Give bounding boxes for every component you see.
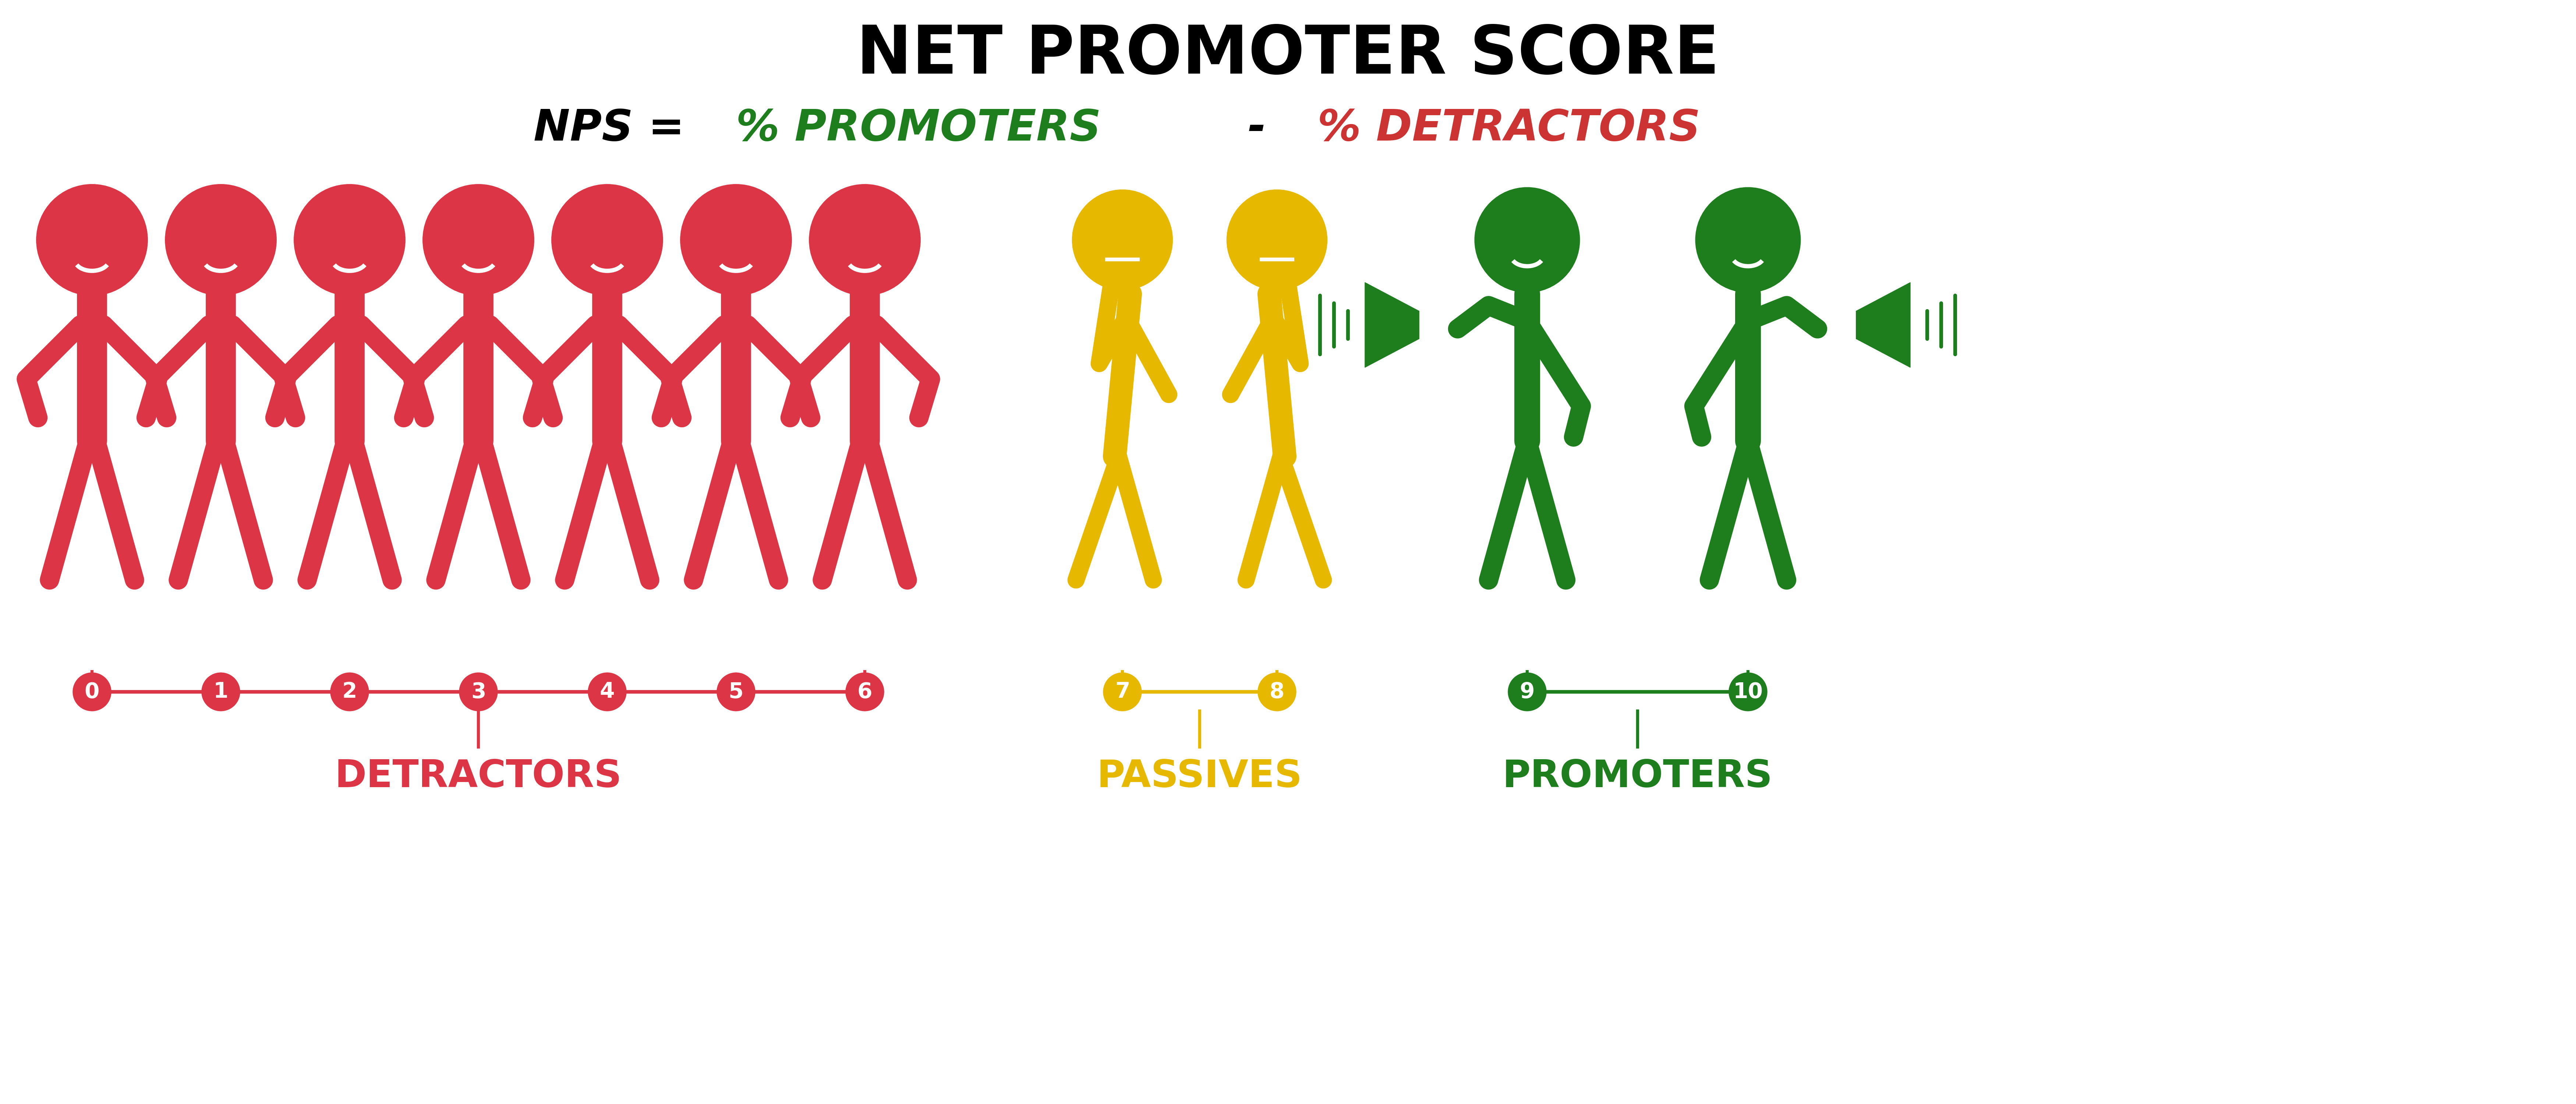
Text: 9: 9 — [1520, 681, 1535, 702]
Circle shape — [680, 184, 791, 296]
Circle shape — [1507, 672, 1546, 711]
Circle shape — [422, 184, 533, 296]
Circle shape — [809, 184, 920, 296]
Text: NPS =: NPS = — [533, 108, 701, 150]
Circle shape — [1226, 190, 1327, 290]
Text: 4: 4 — [600, 681, 616, 702]
Circle shape — [716, 672, 755, 711]
Text: 8: 8 — [1270, 681, 1285, 702]
Text: 10: 10 — [1734, 681, 1762, 702]
Text: PROMOTERS: PROMOTERS — [1502, 758, 1772, 795]
Circle shape — [1103, 672, 1141, 711]
Polygon shape — [1365, 283, 1419, 368]
Text: 0: 0 — [85, 681, 100, 702]
Circle shape — [72, 672, 111, 711]
Circle shape — [36, 184, 147, 296]
Text: -: - — [1234, 108, 1280, 150]
Text: 2: 2 — [343, 681, 358, 702]
Text: 7: 7 — [1115, 681, 1131, 702]
Text: 6: 6 — [858, 681, 873, 702]
Circle shape — [1257, 672, 1296, 711]
Polygon shape — [1857, 308, 1880, 342]
Polygon shape — [1396, 308, 1419, 342]
Text: NET PROMOTER SCORE: NET PROMOTER SCORE — [855, 23, 1721, 87]
Text: DETRACTORS: DETRACTORS — [335, 758, 621, 795]
Circle shape — [1072, 190, 1172, 290]
Circle shape — [845, 672, 884, 711]
Circle shape — [587, 672, 626, 711]
Text: 5: 5 — [729, 681, 744, 702]
Circle shape — [551, 184, 662, 296]
Text: 3: 3 — [471, 681, 487, 702]
Circle shape — [1473, 188, 1579, 293]
Circle shape — [1728, 672, 1767, 711]
Text: PASSIVES: PASSIVES — [1097, 758, 1303, 795]
Circle shape — [1695, 188, 1801, 293]
Text: % DETRACTORS: % DETRACTORS — [1316, 108, 1700, 150]
Circle shape — [294, 184, 404, 296]
Circle shape — [459, 672, 497, 711]
Circle shape — [201, 672, 240, 711]
Circle shape — [165, 184, 276, 296]
Text: 1: 1 — [214, 681, 229, 702]
Circle shape — [330, 672, 368, 711]
Polygon shape — [1857, 283, 1911, 368]
Text: % PROMOTERS: % PROMOTERS — [737, 108, 1100, 150]
